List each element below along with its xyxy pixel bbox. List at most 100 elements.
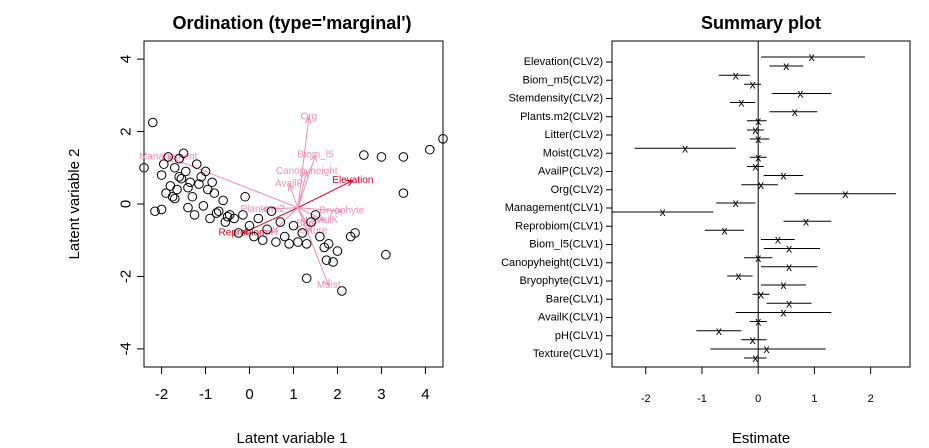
x-tick-label: -2: [641, 393, 651, 405]
x-tick-label: 2: [333, 386, 341, 403]
arrow-label: Management: [139, 151, 198, 162]
loading-arrow: [297, 180, 354, 209]
arrow-head: [270, 226, 279, 234]
arrow-label: Texture: [295, 226, 328, 237]
estimate-marker: x: [758, 178, 764, 192]
estimate-marker: x: [752, 123, 758, 137]
covariate-label: Canopyheight(CLV1): [501, 257, 603, 269]
covariate-label: Moist(CLV2): [543, 147, 603, 159]
estimate-marker: x: [780, 169, 786, 183]
y-tick-label: -2: [118, 270, 135, 283]
site-point: [163, 152, 173, 162]
site-point: [200, 166, 211, 177]
covariate-label: Stemdensity(CLV2): [508, 93, 603, 105]
site-point: [398, 188, 409, 198]
estimate-marker: x: [736, 269, 742, 283]
estimate-marker: x: [752, 160, 758, 174]
site-point: [191, 159, 202, 169]
site-point: [262, 224, 272, 235]
site-point: [233, 228, 244, 238]
arrow-label: Moist: [317, 280, 341, 291]
covariate-label: pH(CLV1): [555, 330, 603, 342]
estimate-marker: x: [750, 77, 756, 91]
arrow-head: [301, 170, 309, 179]
estimate-marker: x: [780, 306, 786, 320]
site-point: [301, 273, 312, 284]
site-point: [328, 257, 338, 267]
site-point: [381, 249, 391, 260]
site-point: [301, 239, 312, 249]
site-point: [350, 228, 360, 238]
covariate-label: Reprobiom(CLV1): [515, 220, 603, 232]
loading-arrow: [297, 154, 316, 208]
site-point: [398, 152, 409, 162]
covariate-label: Texture(CLV1): [533, 348, 603, 360]
x-tick-label: 0: [755, 393, 761, 405]
site-point: [257, 235, 268, 246]
estimate-marker: x: [755, 150, 761, 164]
loading-arrow: [297, 171, 308, 208]
covariate-label: AvailK(CLV1): [538, 312, 603, 324]
estimate-marker: x: [780, 278, 786, 292]
site-point: [176, 173, 187, 184]
site-point: [275, 217, 286, 227]
estimate-marker: x: [809, 50, 815, 64]
site-point: [284, 239, 294, 249]
site-point: [271, 237, 281, 247]
arrow-label: Bryophyte: [319, 206, 364, 217]
estimate-marker: x: [733, 68, 739, 82]
x-tick-label: 2: [868, 393, 874, 405]
x-tick-label: -1: [199, 386, 212, 403]
arrow-label: Elevation: [332, 175, 373, 186]
estimate-marker: x: [783, 59, 789, 73]
site-point: [297, 228, 308, 238]
site-point: [169, 193, 180, 204]
covariate-label: Bryophyte(CLV1): [519, 275, 603, 287]
y-tick-label: 0: [118, 200, 135, 208]
estimate-marker: x: [803, 214, 809, 228]
site-point: [323, 239, 334, 249]
site-point: [253, 213, 264, 224]
loading-arrow: [297, 207, 342, 212]
arrow-label: Canopyheight: [276, 166, 338, 177]
estimate-marker: x: [738, 96, 744, 110]
arrow-label: Org: [301, 112, 318, 123]
site-point: [183, 182, 193, 193]
estimate-marker: x: [716, 324, 722, 338]
site-point: [376, 152, 387, 162]
site-point: [205, 213, 215, 224]
estimate-marker: x: [797, 87, 803, 101]
estimate-marker: x: [786, 296, 792, 310]
estimate-marker: x: [660, 205, 666, 219]
site-point: [158, 159, 169, 169]
summary-title: Summary plot: [701, 13, 821, 33]
site-point: [207, 177, 217, 188]
site-point: [178, 148, 189, 159]
loading-arrow: [288, 183, 299, 208]
arrow-label: Biom_l5: [297, 150, 334, 161]
site-point: [194, 179, 204, 189]
covariate-label: Management(CLV1): [505, 202, 603, 214]
loading-arrow: [262, 207, 298, 210]
arrow-label: AvailK: [310, 215, 338, 226]
site-point: [211, 208, 222, 218]
ordination-x-axis: -2 -1 0 1 2 3 4: [155, 366, 430, 403]
site-point: [209, 188, 220, 198]
arrow-label: Plants.m2: [240, 204, 285, 215]
x-tick-label: 1: [289, 386, 297, 403]
estimate-marker: x: [750, 333, 756, 347]
site-point: [185, 177, 195, 188]
site-point: [139, 162, 149, 173]
estimate-marker: x: [721, 223, 727, 237]
arrow-head: [317, 214, 326, 221]
site-point: [315, 231, 325, 242]
ordination-x-axis-label: Latent variable 1: [237, 430, 348, 447]
site-point: [174, 172, 184, 182]
summary-x-axis: -2 -1 0 1 2: [641, 366, 874, 405]
loading-arrow: [297, 117, 310, 208]
estimate-marker: x: [786, 242, 792, 256]
estimate-marker: x: [682, 141, 688, 155]
x-tick-label: 0: [245, 386, 253, 403]
arrow-label: pH: [265, 227, 278, 238]
